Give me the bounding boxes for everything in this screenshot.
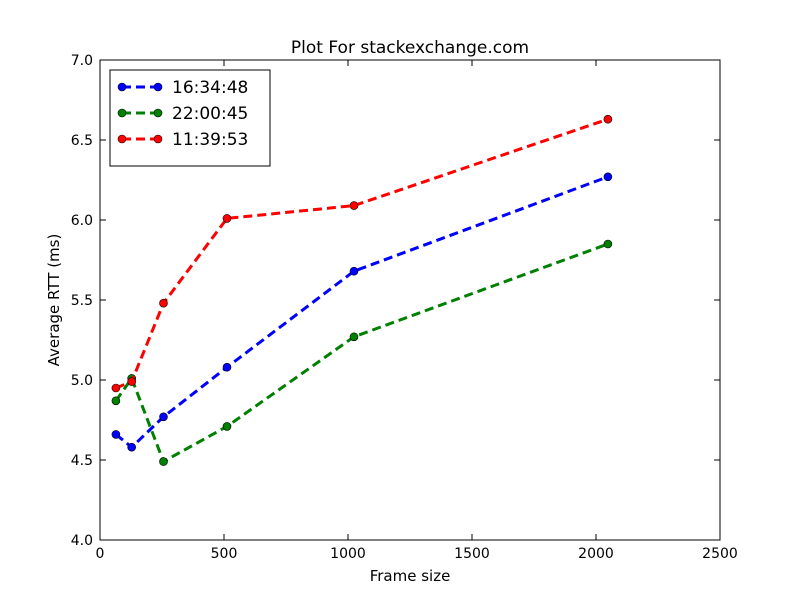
data-point [603, 172, 613, 182]
y-tick-label: 4.0 [71, 533, 93, 549]
y-tick-label: 6.0 [71, 213, 93, 229]
data-point [111, 430, 121, 439]
x-tick-label: 1000 [330, 546, 366, 562]
series-line-1 [114, 242, 609, 464]
x-tick-label: 0 [96, 546, 105, 562]
legend-marker [153, 82, 163, 92]
x-tick-label: 2000 [578, 546, 614, 562]
x-axis-label: Frame size [370, 567, 451, 585]
data-point [111, 396, 121, 406]
data-point [159, 457, 168, 466]
data-point [127, 377, 136, 386]
data-point [603, 114, 613, 124]
legend-label: 22:00:45 [172, 104, 248, 124]
legend-marker [153, 134, 163, 144]
data-point [349, 332, 359, 342]
data-point [127, 442, 136, 452]
y-tick-label: 6.5 [71, 133, 93, 149]
x-tick-label: 1500 [454, 546, 490, 562]
series-line-0 [114, 175, 609, 450]
data-point [222, 362, 232, 372]
plot-area [111, 114, 613, 466]
y-tick-label: 4.5 [71, 453, 93, 469]
data-point [222, 214, 232, 223]
legend-marker [153, 108, 163, 118]
y-tick-label: 7.0 [71, 53, 93, 69]
data-point [349, 266, 359, 276]
legend-marker [117, 134, 127, 144]
legend-marker [117, 82, 127, 92]
legend: 16:34:48 22:00:45 11:39:53 [109, 69, 271, 167]
data-point [111, 383, 121, 393]
legend-label: 16:34:48 [172, 78, 248, 98]
x-tick-label: 500 [211, 546, 238, 562]
y-tick-label: 5.5 [71, 293, 93, 309]
chart-title: Plot For stackexchange.com [291, 38, 529, 58]
y-tick-label: 5.0 [71, 373, 93, 389]
legend-marker [117, 108, 127, 118]
data-point [159, 298, 168, 308]
data-point [159, 412, 168, 422]
data-point [349, 201, 359, 210]
data-point [222, 422, 232, 431]
axes: 0 500 1000 1500 2000 2500 4.0 4.5 5.0 5.5 6.0 6.5 7.… [71, 53, 738, 562]
legend-label: 11:39:53 [172, 130, 248, 150]
y-axis-label: Average RTT (ms) [45, 234, 63, 367]
data-point [603, 239, 613, 249]
x-tick-label: 2500 [702, 546, 738, 562]
